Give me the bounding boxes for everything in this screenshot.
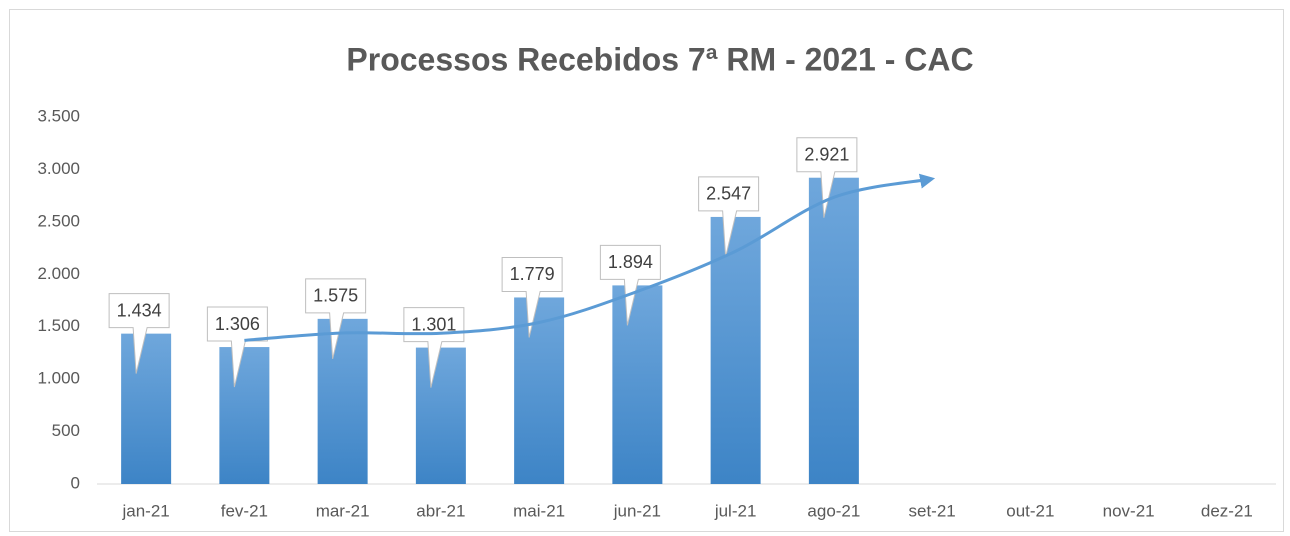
x-tick-label: mai-21 (513, 501, 565, 520)
x-tick-label: out-21 (1006, 501, 1054, 520)
x-tick-label: jul-21 (714, 501, 757, 520)
trendline (244, 173, 936, 342)
chart-title: Processos Recebidos 7ª RM - 2021 - CAC (346, 41, 973, 77)
x-tick-label: set-21 (909, 501, 956, 520)
callout-box (599, 244, 661, 326)
x-tick-label: dez-21 (1201, 501, 1253, 520)
bar (808, 177, 859, 484)
bar (710, 216, 761, 484)
callout-box (698, 176, 760, 258)
y-tick-label: 3.500 (37, 106, 80, 125)
x-tick-label: mar-21 (316, 501, 370, 520)
data-label: 1.306 (215, 314, 260, 334)
x-tick-label: jun-21 (613, 501, 661, 520)
data-label: 1.301 (411, 314, 456, 334)
bar (415, 347, 466, 484)
x-tick-label: jan-21 (121, 501, 169, 520)
data-label: 2.547 (706, 184, 751, 204)
bar (121, 333, 172, 484)
x-tick-label: abr-21 (416, 501, 465, 520)
y-tick-label: 2.500 (37, 211, 80, 230)
y-tick-label: 1.000 (37, 369, 80, 388)
data-label: 1.575 (313, 286, 358, 306)
bar (514, 297, 565, 484)
y-tick-label: 3.000 (37, 159, 80, 178)
data-label: 1.779 (510, 264, 555, 284)
bar (317, 318, 368, 484)
data-label: 2.921 (804, 144, 849, 164)
callout-box (501, 256, 563, 338)
callout-box (206, 306, 268, 388)
data-label: 1.894 (608, 252, 653, 272)
y-tick-label: 2.000 (37, 264, 80, 283)
y-tick-label: 500 (52, 421, 80, 440)
x-tick-label: nov-21 (1103, 501, 1155, 520)
callout-box (108, 293, 170, 374)
callout-box (305, 278, 367, 359)
x-tick-label: fev-21 (221, 501, 268, 520)
x-tick-label: ago-21 (807, 501, 860, 520)
y-tick-label: 1.500 (37, 316, 80, 335)
callout-box (403, 307, 465, 388)
y-tick-label: 0 (71, 473, 80, 492)
bar (219, 347, 270, 484)
callout-box (796, 137, 858, 218)
bar (612, 285, 663, 484)
data-label: 1.434 (117, 300, 162, 320)
